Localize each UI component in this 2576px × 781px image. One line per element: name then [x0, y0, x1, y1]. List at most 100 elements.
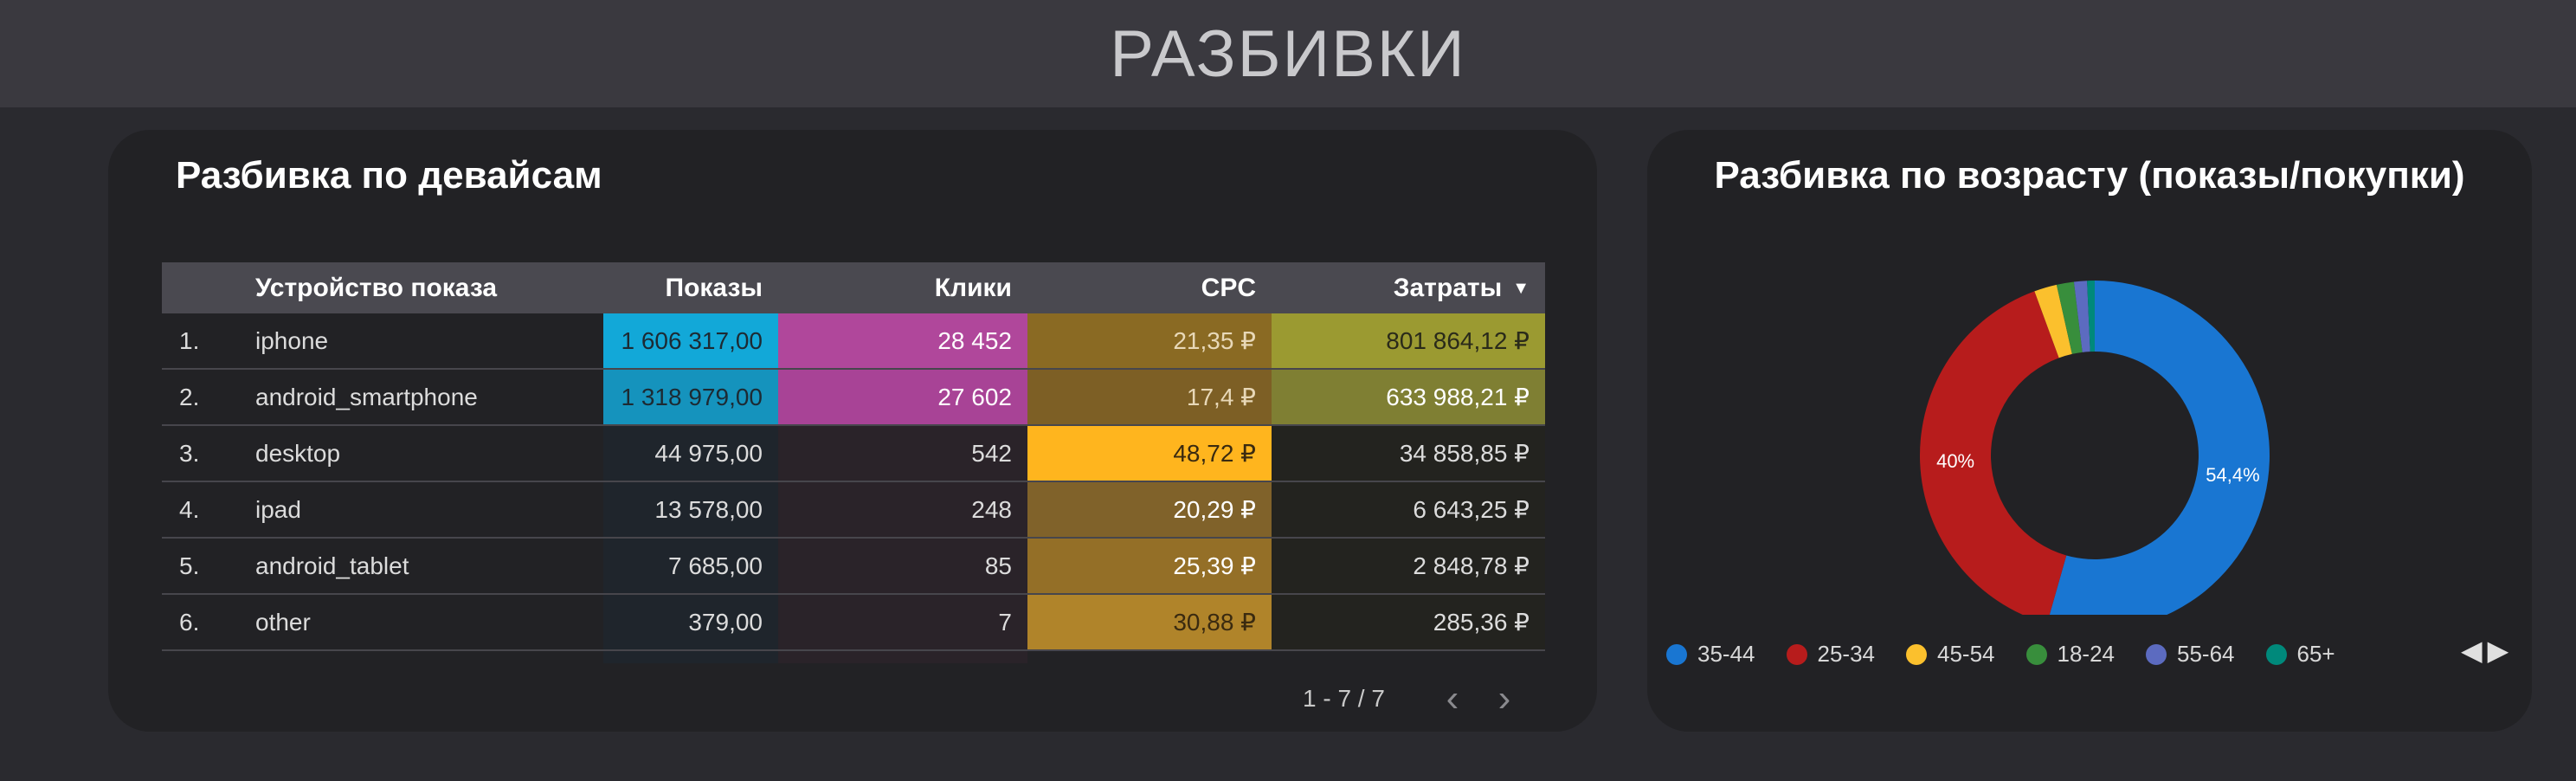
triangle-left-icon[interactable]: ◀: [2461, 635, 2483, 666]
cell-cpc: 30,88 ₽: [1027, 594, 1272, 651]
legend-label: 55-64: [2177, 641, 2235, 667]
row-index: 2.: [162, 369, 240, 426]
slice-label-25-34: 40%: [1936, 450, 1974, 472]
pie-slice-25-34[interactable]: [1920, 291, 2067, 615]
table-row[interactable]: 3. desktop 44 975,00 542 48,72 ₽34 858,85 ₽: [162, 425, 1545, 482]
devices-table: Устройство показа Показы Клики CPC Затра…: [162, 262, 1545, 663]
cell-cpc: 21,35 ₽: [1027, 313, 1272, 370]
legend-item-18-24[interactable]: 18-24: [2025, 641, 2116, 668]
table-row[interactable]: 5. android_tablet 7 685,00 85 25,39 ₽2 848,7…: [162, 538, 1545, 595]
table-body: 1. iphone 1 606 317,00 28 452 21,35 ₽801 864…: [162, 313, 1545, 663]
cell-impressions: 7 685,00: [603, 538, 778, 595]
cell-clicks: 248: [778, 481, 1027, 539]
pie-slice-18-24[interactable]: [2056, 281, 2083, 354]
row-index: 6.: [162, 594, 240, 651]
cell-cpc: 25,39 ₽: [1027, 538, 1272, 595]
page-header: РАЗБИВКИ: [0, 0, 2576, 107]
cell-cost: 801 864,12 ₽: [1272, 313, 1545, 370]
chevron-right-icon[interactable]: ›: [1497, 677, 1511, 720]
legend-item-45-54[interactable]: 45-54: [1906, 641, 1995, 668]
column-header-device[interactable]: Устройство показа: [240, 262, 603, 313]
age-title: Разбивка по возрасту (показы/покупки): [1714, 154, 2465, 197]
table-row[interactable]: 1. iphone 1 606 317,00 28 452 21,35 ₽801 864…: [162, 313, 1545, 370]
page-title: РАЗБИВКИ: [1110, 16, 1466, 91]
cell-clicks: 28 452: [778, 313, 1027, 370]
cell-clicks: 27 602: [778, 369, 1027, 426]
devices-card: Разбивка по девайсам Устройство показа П…: [108, 130, 1597, 732]
cell-impressions: 1 606 317,00: [603, 313, 778, 370]
row-index: 1.: [162, 313, 240, 370]
cell-device: desktop: [240, 425, 603, 482]
cell-impressions: 44 975,00: [603, 425, 778, 482]
legend-item-65+[interactable]: 65+: [2265, 641, 2335, 668]
legend-label: 18-24: [2057, 641, 2116, 667]
cell-cost: 6 643,25 ₽: [1272, 481, 1545, 539]
cell-cost: 2 848,78 ₽: [1272, 538, 1545, 595]
legend-label: 25-34: [1817, 641, 1876, 667]
cell-device: iphone: [240, 313, 603, 370]
tail-cell: [603, 650, 778, 663]
row-index: 5.: [162, 538, 240, 595]
cell-cpc: 20,29 ₽: [1027, 481, 1272, 539]
caret-down-icon: ▼: [1512, 278, 1530, 298]
cell-device: other: [240, 594, 603, 651]
slice-label-35-44: 54,4%: [2206, 464, 2259, 486]
column-header-impressions[interactable]: Показы: [603, 262, 778, 313]
tail-cell: [778, 650, 1027, 663]
row-index: 3.: [162, 425, 240, 482]
chevron-left-icon[interactable]: ‹: [1446, 677, 1459, 720]
cell-cpc: 48,72 ₽: [1027, 425, 1272, 482]
cell-cost: 285,36 ₽: [1272, 594, 1545, 651]
pie-slice-45-54[interactable]: [2034, 284, 2072, 358]
chart-legend: 35-44 25-34 45-54 18-24 55-64 65+: [1666, 641, 2367, 668]
devices-title: Разбивка по девайсам: [176, 154, 602, 197]
cell-device: ipad: [240, 481, 603, 539]
cell-impressions: 379,00: [603, 594, 778, 651]
column-header-clicks[interactable]: Клики: [778, 262, 1027, 313]
pagination-range: 1 - 7 / 7: [1303, 685, 1385, 712]
pie-slice-35-44[interactable]: [2047, 281, 2270, 615]
pie-slice-65+[interactable]: [2087, 281, 2095, 352]
column-header-cpc[interactable]: CPC: [1027, 262, 1272, 313]
cell-cost: 633 988,21 ₽: [1272, 369, 1545, 426]
cell-clicks: 7: [778, 594, 1027, 651]
table-row[interactable]: 2. android_smartphone 1 318 979,00 27 602 17…: [162, 369, 1545, 426]
legend-item-25-34[interactable]: 25-34: [1786, 641, 1876, 668]
age-donut-chart: 54,4% 40%: [1920, 281, 2270, 615]
legend-item-55-64[interactable]: 55-64: [2146, 641, 2235, 668]
legend-pagination: ◀ ▶: [2461, 634, 2508, 667]
pie-slice-55-64[interactable]: [2073, 281, 2090, 352]
cell-device: android_smartphone: [240, 369, 603, 426]
legend-dot-icon: [1666, 643, 1687, 665]
table-header-row: Устройство показа Показы Клики CPC Затра…: [162, 262, 1545, 313]
legend-dot-icon: [1906, 643, 1927, 665]
tail-cell: [1272, 650, 1545, 663]
cell-impressions: 1 318 979,00: [603, 369, 778, 426]
cell-impressions: 13 578,00: [603, 481, 778, 539]
legend-dot-icon: [1786, 643, 1807, 665]
row-index: 4.: [162, 481, 240, 539]
pagination: 1 - 7 / 7 ‹ ›: [1303, 677, 1530, 720]
age-card: Разбивка по возрасту (показы/покупки) 54…: [1647, 130, 2532, 732]
column-header-index: [162, 262, 240, 313]
column-header-cost-label: Затраты: [1393, 273, 1503, 302]
table-row[interactable]: 6. other 379,00 7 30,88 ₽285,36 ₽: [162, 594, 1545, 651]
cell-cost: 34 858,85 ₽: [1272, 425, 1545, 482]
table-tail: [162, 650, 1545, 663]
legend-dot-icon: [2265, 643, 2287, 665]
legend-label: 65+: [2296, 641, 2335, 667]
cell-cpc: 17,4 ₽: [1027, 369, 1272, 426]
table-row[interactable]: 4. ipad 13 578,00 248 20,29 ₽6 643,25 ₽: [162, 481, 1545, 539]
triangle-right-icon[interactable]: ▶: [2487, 635, 2509, 666]
tail-cell: [162, 650, 240, 663]
legend-item-35-44[interactable]: 35-44: [1666, 641, 1755, 668]
legend-label: 45-54: [1937, 641, 1995, 667]
tail-cell: [1027, 650, 1272, 663]
legend-dot-icon: [2146, 643, 2167, 665]
column-header-cost[interactable]: Затраты ▼: [1272, 262, 1545, 313]
cell-clicks: 85: [778, 538, 1027, 595]
cell-device: android_tablet: [240, 538, 603, 595]
legend-label: 35-44: [1697, 641, 1755, 667]
legend-dot-icon: [2025, 643, 2047, 665]
tail-cell: [240, 650, 603, 663]
